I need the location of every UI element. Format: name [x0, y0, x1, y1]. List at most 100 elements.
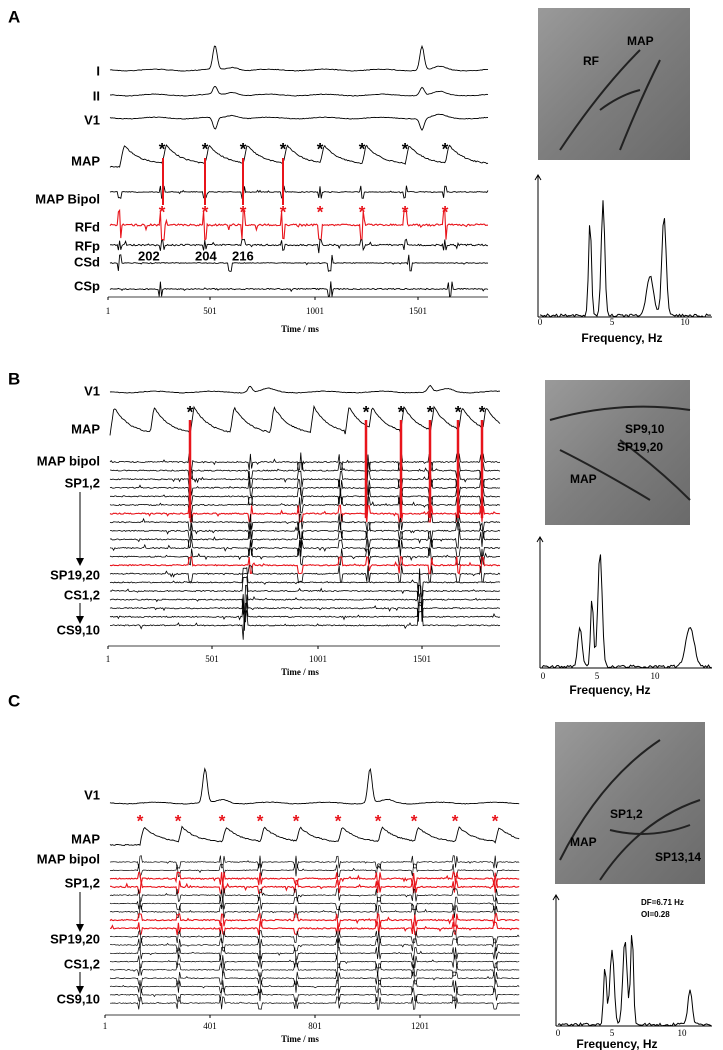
marker: *	[159, 202, 166, 221]
marker: *	[363, 402, 370, 421]
trace	[109, 903, 520, 919]
trace	[109, 538, 501, 558]
trace	[109, 946, 520, 960]
catheter	[619, 439, 691, 501]
trace	[109, 478, 501, 497]
trace	[109, 513, 501, 532]
trace-label: MAP bipol	[37, 453, 100, 468]
marker: *	[359, 202, 366, 221]
catheter	[559, 739, 661, 861]
trace	[109, 208, 488, 241]
trace	[109, 254, 489, 272]
trace	[110, 863, 520, 878]
catheter	[549, 405, 691, 421]
trace-label: V1	[84, 787, 100, 802]
time-tick-label: 1501	[413, 654, 431, 664]
trace	[109, 113, 489, 131]
marker: *	[280, 139, 287, 158]
freq-tick-label: 5	[610, 317, 615, 327]
catheter	[559, 49, 641, 151]
marker: *	[479, 402, 486, 421]
marker: *	[240, 139, 247, 158]
marker: *	[219, 811, 226, 830]
marker: *	[359, 139, 366, 158]
trace	[109, 461, 501, 480]
trace-label: II	[93, 88, 100, 103]
trace-label: CS9,10	[57, 991, 100, 1006]
marker: *	[317, 202, 324, 221]
marker: *	[202, 202, 209, 221]
marker: *	[427, 402, 434, 421]
marker: *	[175, 811, 182, 830]
catheter	[619, 59, 661, 151]
trace	[109, 912, 520, 930]
trace-label: SP1,2	[65, 875, 100, 890]
panel-label: A	[8, 7, 20, 26]
marker: *	[375, 811, 382, 830]
trace	[109, 888, 520, 902]
marker: *	[137, 811, 144, 830]
trace	[109, 576, 501, 607]
time-tick-label: 1	[106, 306, 111, 316]
image-label: MAP	[570, 835, 597, 849]
trace	[109, 767, 520, 805]
trace-label: MAP	[71, 153, 100, 168]
trace-label: CSp	[74, 278, 100, 293]
catheter	[599, 89, 641, 111]
time-tick-label: 1001	[309, 654, 327, 664]
trace	[110, 879, 520, 895]
freq-tick-label: 10	[651, 671, 661, 681]
trace	[109, 528, 501, 550]
freq-tick-label: 10	[681, 317, 691, 327]
trace	[109, 86, 489, 97]
trace-label: RFp	[75, 238, 100, 253]
catheter	[609, 824, 691, 835]
time-axis-title: Time / ms	[281, 324, 319, 334]
trace	[109, 185, 489, 200]
time-tick-label: 501	[203, 306, 217, 316]
marker: *	[317, 139, 324, 158]
freq-tick-label: 0	[556, 1028, 561, 1038]
catheter	[599, 799, 701, 881]
trace	[109, 404, 501, 436]
fluoroscopy-image	[545, 380, 690, 525]
trace-label: MAP Bipol	[35, 191, 100, 206]
time-tick-label: 501	[205, 654, 219, 664]
marker: *	[455, 402, 462, 421]
freq-axis-title: Frequency, Hz	[581, 331, 662, 345]
trace	[109, 547, 501, 566]
trace-label: V1	[84, 112, 100, 127]
trace-label: SP19,20	[50, 567, 100, 582]
trace-label: SP19,20	[50, 931, 100, 946]
time-tick-label: 1001	[306, 306, 324, 316]
trace	[109, 871, 520, 886]
trace	[110, 521, 501, 540]
freq-tick-label: 10	[678, 1028, 688, 1038]
image-label: SP1,2	[610, 807, 643, 821]
marker: *	[402, 139, 409, 158]
trace	[109, 452, 501, 471]
freq-tick-label: 5	[595, 671, 600, 681]
image-label: RF	[583, 54, 599, 68]
axis-arrow	[552, 894, 560, 901]
panel-label: C	[8, 691, 20, 710]
trace	[109, 555, 501, 575]
spectrum	[557, 935, 712, 1027]
trace	[109, 855, 520, 870]
annotation: 216	[232, 248, 254, 263]
marker: *	[452, 811, 459, 830]
time-tick-label: 401	[203, 1021, 217, 1031]
trace	[109, 979, 520, 994]
trace	[110, 995, 520, 1010]
trace	[109, 825, 520, 846]
trace	[109, 238, 488, 254]
trace	[110, 486, 501, 506]
image-label: SP13,14	[655, 850, 701, 864]
trace	[109, 584, 501, 615]
trace-label: CSd	[74, 254, 100, 269]
marker: *	[293, 811, 300, 830]
trace	[109, 470, 501, 489]
spectrum	[539, 200, 712, 318]
trace-label: MAP	[71, 421, 100, 436]
trace	[109, 988, 520, 1002]
